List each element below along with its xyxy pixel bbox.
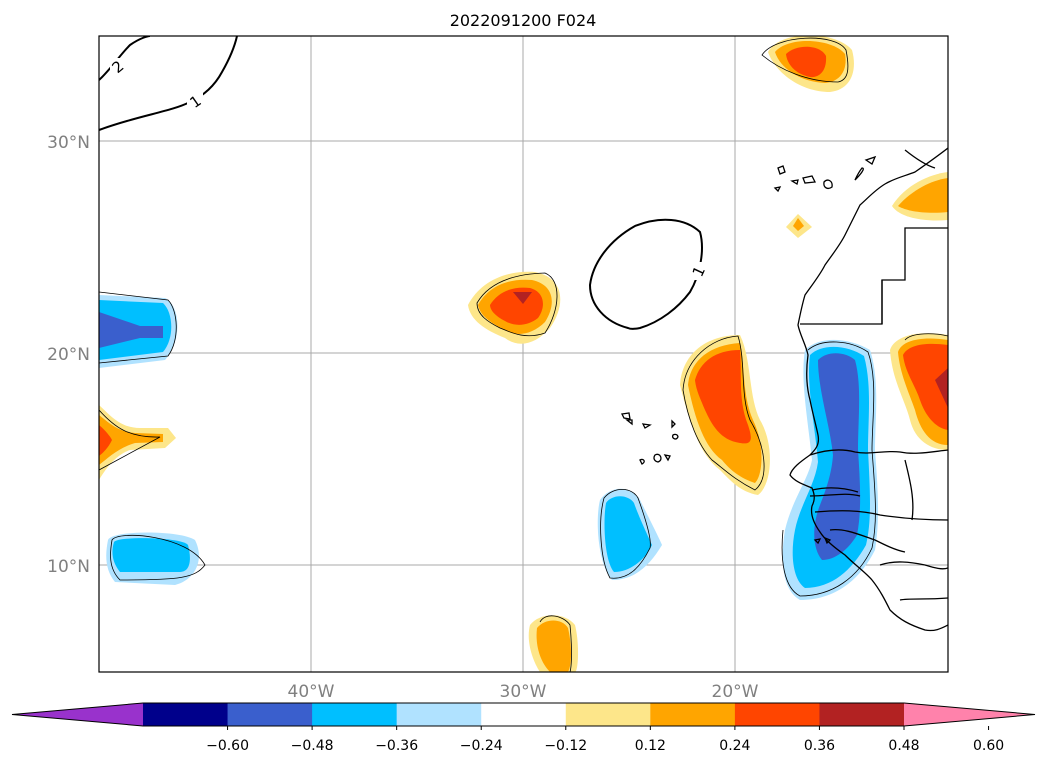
anomaly-shading xyxy=(99,36,948,672)
lon-label-30w: 30°W xyxy=(500,682,547,702)
colorbar-tick-label: 0.12 xyxy=(635,738,666,754)
colorbar-swatch xyxy=(481,703,567,726)
colorbar-outline xyxy=(11,702,1036,727)
anomaly-positive-east-edge xyxy=(890,333,948,450)
lon-label-20w: 20°W xyxy=(712,682,759,702)
colorbar-tick-label: 0.36 xyxy=(804,738,835,754)
anomaly-positive-south xyxy=(528,615,579,672)
colorbar-tick-label: −0.60 xyxy=(206,738,249,754)
colorbar-extend-low xyxy=(12,703,143,726)
colorbar-swatch xyxy=(819,703,905,726)
lat-label-30n: 30°N xyxy=(47,133,90,153)
map-frame xyxy=(98,35,949,673)
anomaly-positive-morocco xyxy=(892,172,948,221)
colorbar-swatch xyxy=(312,703,398,726)
colorbar-tick-label: 0.60 xyxy=(973,738,1004,754)
anomaly-negative-mid-atlantic xyxy=(597,488,662,580)
colorbar-tick-label: −0.36 xyxy=(375,738,418,754)
colorbar-swatch xyxy=(650,703,736,726)
colorbar-tick-label: −0.12 xyxy=(544,738,587,754)
coastlines xyxy=(621,147,948,632)
colorbar-swatch xyxy=(734,703,820,726)
colorbar-tick-label: −0.24 xyxy=(460,738,503,754)
lon-labels: 40°W 30°W 20°W xyxy=(288,682,759,702)
anomaly-positive-west-edge xyxy=(99,405,176,480)
anomaly-outlines xyxy=(99,37,948,672)
anomaly-negative-west-upper xyxy=(99,295,178,368)
colorbar-swatch xyxy=(227,703,313,726)
colorbar-swatch xyxy=(143,703,229,726)
lat-labels: 30°N 20°N 10°N xyxy=(47,133,90,577)
lat-label-20n: 20°N xyxy=(47,345,90,365)
anomaly-positive-canary xyxy=(786,214,812,238)
colorbar-tick-label: −0.48 xyxy=(291,738,334,754)
anomaly-positive-mid-atlantic xyxy=(468,271,561,344)
anomaly-negative-senegal xyxy=(782,339,879,600)
colorbar-extend-high xyxy=(904,703,1035,726)
contour-labels: 2 1 1 xyxy=(109,57,709,280)
colorbar: −0.60 −0.48 −0.36 −0.24 −0.12 0.12 0.24 0.36 0.4… xyxy=(11,702,1036,754)
contour-lines xyxy=(99,36,703,330)
lon-label-40w: 40°W xyxy=(288,682,335,702)
anomaly-positive-madeira xyxy=(768,36,854,92)
colorbar-swatch xyxy=(396,703,482,726)
map-title: 2022091200 F024 xyxy=(450,11,597,30)
colorbar-tick-label: 0.48 xyxy=(888,738,919,754)
anomaly-positive-cape-verde xyxy=(680,335,770,495)
colorbar-tick-label: 0.24 xyxy=(719,738,750,754)
colorbar-swatch xyxy=(565,703,651,726)
lat-label-10n: 10°N xyxy=(47,557,90,577)
anomaly-negative-west-lower xyxy=(106,532,199,585)
